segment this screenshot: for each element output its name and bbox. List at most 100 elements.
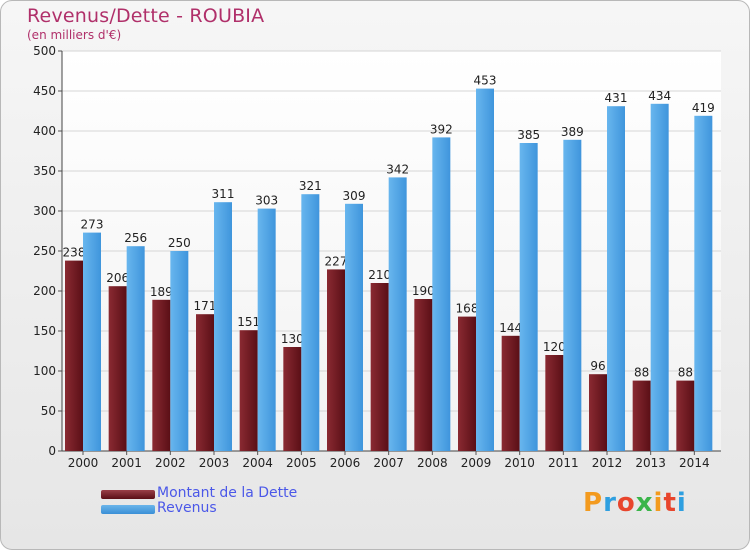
x-tick-label: 2009 xyxy=(461,456,492,470)
proxiti-logo: Proxiti xyxy=(583,488,687,518)
revenue-bar-value-label: 256 xyxy=(124,231,147,245)
debt-bar-value-label: 88 xyxy=(678,366,693,380)
revenue-bar-value-label: 431 xyxy=(605,91,628,105)
debt-bar-2014 xyxy=(676,380,695,451)
chart-subtitle: (en milliers d'€) xyxy=(27,28,122,42)
revenue-bar-value-label: 389 xyxy=(561,125,584,139)
x-tick-label: 2010 xyxy=(504,456,535,470)
revenue-bar-value-label: 321 xyxy=(299,179,322,193)
debt-bar-value-label: 168 xyxy=(456,302,479,316)
debt-bar-2011 xyxy=(545,355,564,451)
y-tick-label: 250 xyxy=(33,244,56,258)
legend-swatch-revenue xyxy=(101,505,155,514)
revenue-bar-2008 xyxy=(432,137,451,451)
x-tick-label: 2003 xyxy=(199,456,230,470)
logo-letter: i xyxy=(653,488,664,518)
revenue-bar-value-label: 303 xyxy=(255,194,278,208)
y-tick-label: 0 xyxy=(48,444,56,458)
x-tick-label: 2001 xyxy=(111,456,142,470)
debt-bar-value-label: 189 xyxy=(150,285,173,299)
revenue-bar-2004 xyxy=(257,208,276,451)
x-tick-label: 2007 xyxy=(373,456,404,470)
revenue-bar-2010 xyxy=(519,143,538,451)
debt-bar-2005 xyxy=(283,347,302,451)
revenue-bar-2002 xyxy=(170,251,189,451)
revenue-bar-2009 xyxy=(476,88,494,451)
revenue-bar-2012 xyxy=(607,106,625,451)
debt-bar-value-label: 206 xyxy=(106,271,129,285)
revenue-bar-2007 xyxy=(388,177,407,451)
x-tick-label: 2004 xyxy=(242,456,273,470)
debt-bar-2001 xyxy=(108,286,127,451)
y-tick-label: 150 xyxy=(33,324,56,338)
y-tick-label: 200 xyxy=(33,284,56,298)
debt-bar-2008 xyxy=(414,299,433,451)
debt-bar-2000 xyxy=(65,260,83,451)
legend-label-revenue: Revenus xyxy=(157,500,217,516)
logo-letter: r xyxy=(603,488,617,518)
debt-bar-value-label: 238 xyxy=(63,246,86,260)
revenue-bar-2000 xyxy=(83,232,101,451)
debt-bar-2003 xyxy=(196,314,214,451)
logo-letter: x xyxy=(635,488,654,518)
revenue-bar-value-label: 342 xyxy=(386,162,409,176)
logo-letter: o xyxy=(616,488,636,518)
y-tick-label: 300 xyxy=(33,204,56,218)
debt-bar-2013 xyxy=(632,380,651,451)
debt-bar-value-label: 190 xyxy=(412,284,435,298)
y-tick-label: 50 xyxy=(41,404,56,418)
debt-bar-2012 xyxy=(589,374,607,451)
chart-title: Revenus/Dette - ROUBIA xyxy=(27,5,265,27)
y-tick-label: 100 xyxy=(33,364,56,378)
debt-bar-value-label: 227 xyxy=(325,254,348,268)
debt-bar-value-label: 96 xyxy=(590,359,605,373)
logo-letter: i xyxy=(676,488,687,518)
revenue-bar-value-label: 385 xyxy=(517,128,540,142)
revenue-bar-2014 xyxy=(694,115,713,452)
x-tick-label: 2008 xyxy=(417,456,448,470)
x-tick-label: 2012 xyxy=(592,456,623,470)
y-tick-label: 400 xyxy=(33,124,56,138)
debt-bar-value-label: 210 xyxy=(368,268,391,282)
revenue-bar-2003 xyxy=(214,202,232,451)
x-tick-label: 2005 xyxy=(286,456,317,470)
y-tick-label: 500 xyxy=(33,44,56,58)
debt-bar-2002 xyxy=(152,299,171,451)
x-tick-label: 2006 xyxy=(330,456,361,470)
revenue-bar-2005 xyxy=(301,194,320,451)
revenue-bar-value-label: 311 xyxy=(212,187,235,201)
debt-bar-2006 xyxy=(327,269,345,451)
revenue-bar-value-label: 309 xyxy=(343,189,366,203)
revenue-bar-value-label: 434 xyxy=(648,89,671,103)
x-tick-label: 2002 xyxy=(155,456,186,470)
revenue-bar-2006 xyxy=(345,203,363,451)
revenue-bar-value-label: 250 xyxy=(168,236,191,250)
x-tick-label: 2013 xyxy=(635,456,666,470)
y-tick-label: 450 xyxy=(33,84,56,98)
x-tick-label: 2014 xyxy=(679,456,710,470)
debt-bar-value-label: 144 xyxy=(499,321,522,335)
y-tick-label: 350 xyxy=(33,164,56,178)
revenue-bar-2011 xyxy=(563,139,582,452)
debt-bar-value-label: 151 xyxy=(237,315,260,329)
debt-bar-value-label: 171 xyxy=(194,299,217,313)
logo-letter: t xyxy=(663,488,677,518)
x-tick-label: 2011 xyxy=(548,456,579,470)
debt-bar-2010 xyxy=(501,335,520,451)
revenue-bar-value-label: 453 xyxy=(474,74,497,88)
revenue-bar-2013 xyxy=(650,103,669,452)
legend-swatch-debt xyxy=(101,490,155,499)
debt-bar-2007 xyxy=(370,283,389,451)
debt-bar-value-label: 120 xyxy=(543,340,566,354)
logo-letter: P xyxy=(583,488,604,518)
revenue-bar-value-label: 419 xyxy=(692,101,715,115)
debt-bar-2004 xyxy=(239,330,258,451)
debt-bar-2009 xyxy=(458,316,476,451)
debt-bar-value-label: 130 xyxy=(281,332,304,346)
legend-label-debt: Montant de la Dette xyxy=(157,485,298,501)
debt-bar-value-label: 88 xyxy=(634,366,649,380)
revenue-bar-2001 xyxy=(126,246,145,451)
revenue-bar-value-label: 273 xyxy=(81,218,104,232)
